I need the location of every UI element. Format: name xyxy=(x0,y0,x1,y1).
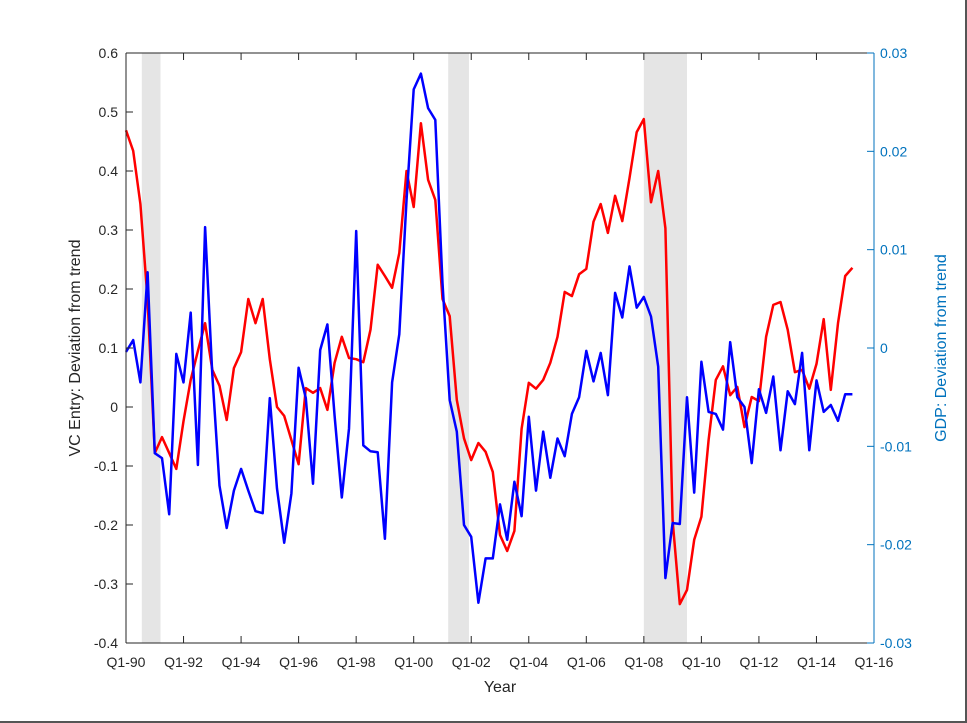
x-tick-label: Q1-02 xyxy=(452,654,491,670)
y-tick-label-left: 0.1 xyxy=(99,340,119,356)
x-tick-label: Q1-12 xyxy=(739,654,778,670)
x-tick-label: Q1-16 xyxy=(855,654,894,670)
x-tick-label: Q1-90 xyxy=(107,654,146,670)
y-tick-label-left: -0.4 xyxy=(94,635,118,651)
y-tick-label-left: -0.1 xyxy=(94,458,118,474)
y-tick-label-right: 0.03 xyxy=(880,45,907,61)
x-tick-label: Q1-06 xyxy=(567,654,606,670)
x-tick-label: Q1-10 xyxy=(682,654,721,670)
y-tick-label-right: 0.02 xyxy=(880,143,907,159)
ticks: Q1-90 Q1-92 Q1-94 Q1-96 Q1-98 Q1-00 Q1-02 Q1-04… xyxy=(94,45,912,670)
recession-bands xyxy=(141,53,687,643)
y-tick-label-left: 0.2 xyxy=(99,281,119,297)
y-tick-label-left: 0.4 xyxy=(99,163,119,179)
y-tick-label-right: -0.03 xyxy=(880,635,912,651)
x-tick-label: Q1-04 xyxy=(509,654,548,670)
y-tick-label-left: 0.3 xyxy=(99,222,119,238)
x-tick-label: Q1-98 xyxy=(337,654,376,670)
y-tick-label-left: 0 xyxy=(110,399,118,415)
series-line-vc-entry xyxy=(124,117,854,606)
series-lines xyxy=(124,72,854,606)
x-tick-label: Q1-08 xyxy=(624,654,663,670)
y-tick-label-right: 0 xyxy=(880,340,888,356)
x-tick-label: Q1-92 xyxy=(164,654,203,670)
y-tick-label-right: -0.02 xyxy=(880,537,912,553)
y-tick-label-left: -0.3 xyxy=(94,576,118,592)
x-tick-label: Q1-94 xyxy=(222,654,261,670)
axes xyxy=(125,52,875,644)
series-line-gdp xyxy=(124,72,853,604)
x-tick-label: Q1-00 xyxy=(394,654,433,670)
y-axis-label-left: VC Entry: Deviation from trend xyxy=(67,240,84,457)
y-tick-label-right: 0.01 xyxy=(880,242,907,258)
y-axis-label-right: GDP: Deviation from trend xyxy=(933,254,950,442)
x-tick-label: Q1-96 xyxy=(279,654,318,670)
y-tick-label-left: -0.2 xyxy=(94,517,118,533)
x-tick-label: Q1-14 xyxy=(797,654,836,670)
y-tick-label-left: 0.6 xyxy=(99,45,119,61)
y-tick-label-left: 0.5 xyxy=(99,104,119,120)
x-axis-label: Year xyxy=(484,679,517,696)
y-tick-label-right: -0.01 xyxy=(880,438,912,454)
recession-band xyxy=(448,53,469,643)
